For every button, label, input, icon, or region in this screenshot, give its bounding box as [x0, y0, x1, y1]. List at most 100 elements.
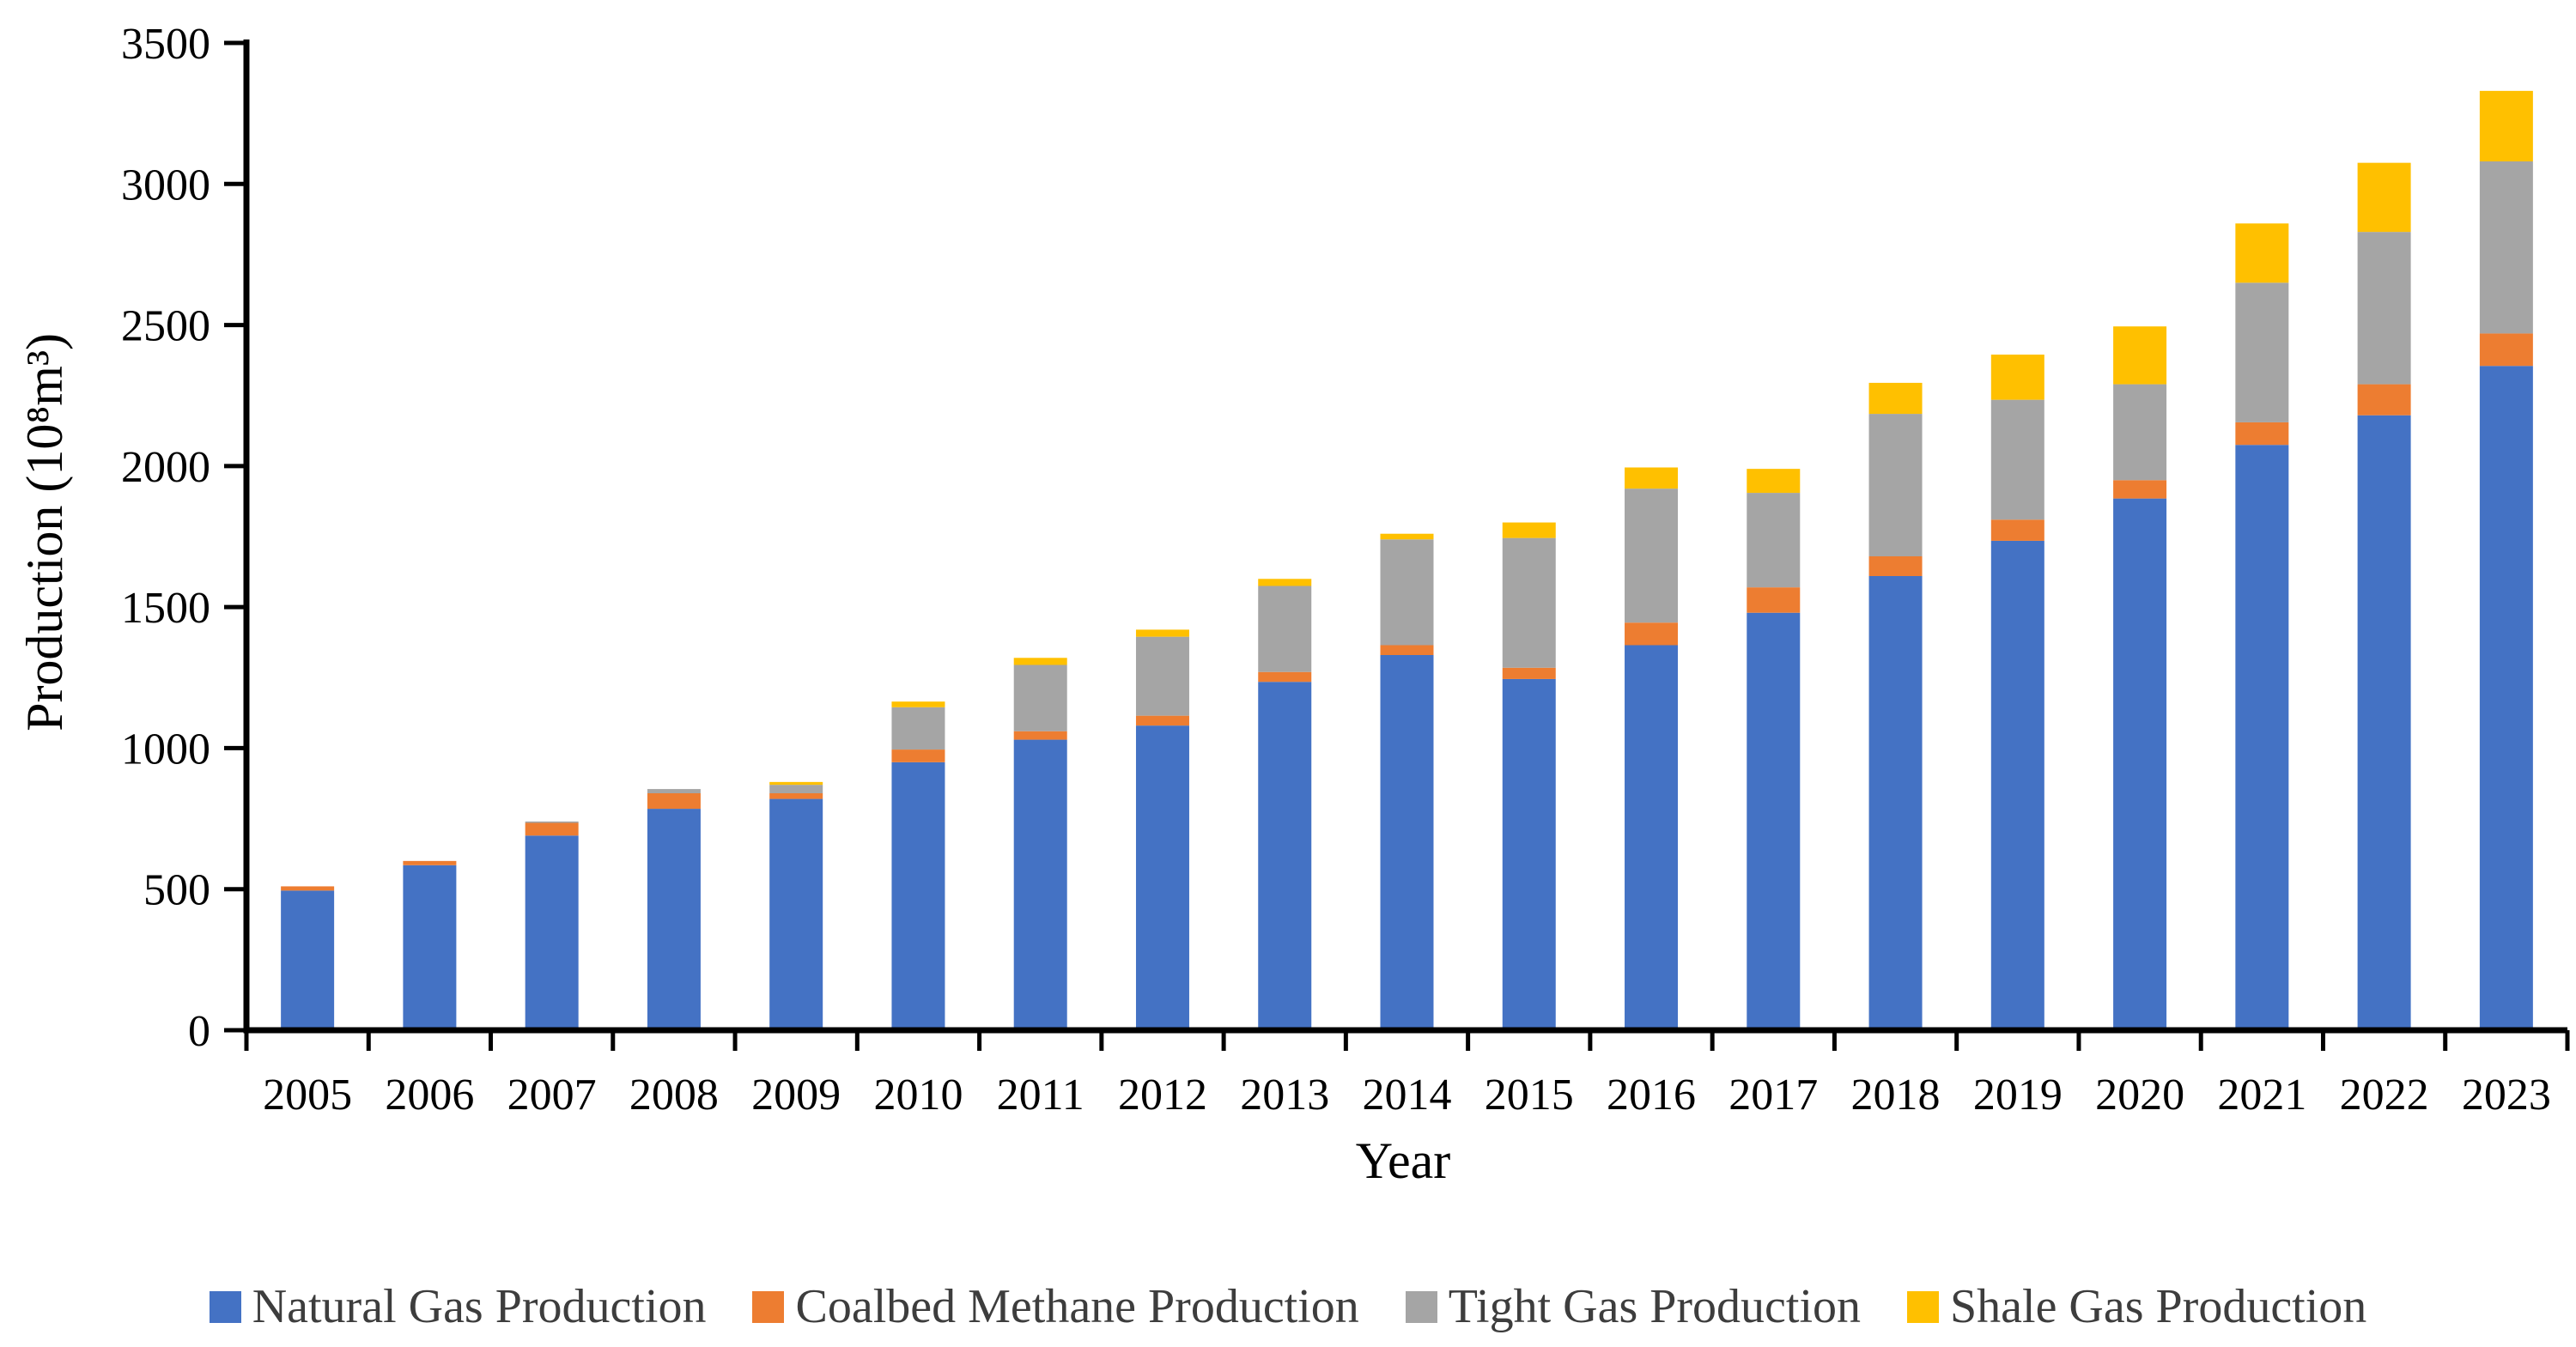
bar-segment: [2479, 161, 2533, 334]
x-tick-label: 2010: [873, 1071, 963, 1119]
y-tick-label: 3000: [121, 161, 210, 209]
bar-segment: [1013, 731, 1067, 740]
bar-segment: [1380, 539, 1434, 646]
bar-segment: [1502, 678, 1556, 1030]
legend-label: Tight Gas Production: [1448, 1280, 1862, 1333]
legend-item-coalbed-methane-production: Coalbed Methane Production: [752, 1279, 1359, 1334]
y-tick-label: 2500: [121, 302, 210, 351]
bar-segment: [1625, 467, 1679, 489]
legend-item-natural-gas-production: Natural Gas Production: [209, 1279, 707, 1334]
bar-segment: [2479, 90, 2533, 161]
legend: Natural Gas Production Coalbed Methane Pr…: [0, 1272, 2576, 1341]
bar-segment: [1625, 488, 1679, 623]
bar-segment: [2113, 384, 2167, 481]
bar-segment: [2113, 326, 2167, 385]
x-tick-label: 2016: [1607, 1071, 1696, 1119]
bar-segment: [1135, 636, 1189, 716]
bar-segment: [1013, 739, 1067, 1030]
bar-segment: [1380, 533, 1434, 540]
bar-segment: [1747, 493, 1801, 588]
bar-segment: [1625, 622, 1679, 646]
bar-segment: [769, 781, 823, 786]
x-tick-label: 2017: [1728, 1071, 1818, 1119]
legend-item-shale-gas-production: Shale Gas Production: [1907, 1279, 2366, 1334]
y-tick-label: 1000: [121, 725, 210, 774]
bar-segment: [1868, 556, 1923, 576]
legend-swatch: [1405, 1290, 1437, 1323]
bar-segment: [2113, 480, 2167, 499]
y-axis-title: Production (10⁸m³): [16, 333, 73, 731]
bar-segment: [1747, 587, 1801, 613]
bar-segment: [1258, 682, 1312, 1030]
bar-segment: [2235, 445, 2289, 1030]
x-tick-label: 2009: [751, 1071, 841, 1119]
legend-label: Shale Gas Production: [1950, 1280, 2367, 1333]
x-tick-label: 2005: [263, 1071, 352, 1119]
x-tick-label: 2020: [2095, 1071, 2184, 1119]
stacked-bar-chart: 0 500 1000 1500 2000 2500 3000 3500 2005 2006 2007…: [16, 20, 2570, 1189]
y-tick-label: 1500: [121, 584, 210, 633]
bar-segment: [769, 785, 823, 793]
bar-segment: [2113, 498, 2167, 1030]
y-tick-label: 0: [188, 1007, 210, 1056]
bar-segment: [1135, 629, 1189, 637]
y-tick-label: 3500: [121, 20, 210, 69]
bar-segment: [647, 809, 701, 1030]
x-tick-label: 2007: [507, 1071, 597, 1119]
x-tick-label: 2021: [2217, 1071, 2306, 1119]
bar-segment: [1502, 537, 1556, 668]
bar-segment: [1990, 519, 2044, 541]
x-tick-label: 2014: [1363, 1071, 1452, 1119]
bar-segment: [1380, 645, 1434, 655]
bar-segment: [525, 822, 579, 836]
x-tick-label: 2018: [1851, 1071, 1941, 1119]
bar-segment: [403, 860, 457, 865]
x-tick-label: 2008: [629, 1071, 719, 1119]
x-tick-label: 2023: [2462, 1071, 2551, 1119]
bar-segment: [2357, 415, 2411, 1030]
y-tick-label: 2000: [121, 443, 210, 492]
bar-segment: [525, 821, 579, 823]
bar-segment: [647, 793, 701, 810]
bar-segment: [1990, 399, 2044, 520]
bar-segment: [403, 865, 457, 1030]
bar-segment: [1013, 664, 1067, 731]
bar-segment: [769, 798, 823, 1030]
bar-segment: [891, 701, 945, 707]
bar-segment: [1990, 540, 2044, 1030]
bar-segment: [1868, 414, 1923, 556]
bar-segment: [281, 886, 335, 891]
legend-label: Natural Gas Production: [252, 1280, 707, 1333]
legend-item-tight-gas-production: Tight Gas Production: [1405, 1279, 1862, 1334]
bar-segment: [2357, 232, 2411, 385]
bar-segment: [525, 835, 579, 1030]
bar-segment: [1990, 355, 2044, 400]
bar-segment: [2235, 223, 2289, 283]
legend-swatch: [752, 1290, 785, 1323]
x-axis-title: Year: [1356, 1132, 1451, 1189]
bars-layer: [281, 90, 2533, 1030]
bar-segment: [1502, 522, 1556, 538]
bar-segment: [2235, 422, 2289, 446]
y-tick-label: 500: [143, 866, 210, 915]
bar-segment: [1747, 469, 1801, 494]
axes-layer: 0 500 1000 1500 2000 2500 3000 3500 2005 2006 2007…: [121, 20, 2570, 1119]
x-tick-label: 2022: [2340, 1071, 2429, 1119]
bar-segment: [1135, 725, 1189, 1030]
x-tick-label: 2006: [385, 1071, 474, 1119]
bar-segment: [1258, 579, 1312, 586]
bar-segment: [1380, 655, 1434, 1030]
bar-segment: [1747, 612, 1801, 1030]
bar-segment: [1868, 576, 1923, 1030]
bar-segment: [769, 793, 823, 799]
bar-segment: [1868, 382, 1923, 415]
x-tick-label: 2012: [1118, 1071, 1207, 1119]
bar-segment: [2357, 162, 2411, 233]
bar-segment: [1258, 671, 1312, 683]
x-tick-label: 2011: [997, 1071, 1084, 1119]
bar-segment: [1013, 658, 1067, 665]
bar-segment: [2235, 282, 2289, 422]
bar-segment: [647, 789, 701, 793]
legend-swatch: [209, 1290, 241, 1323]
